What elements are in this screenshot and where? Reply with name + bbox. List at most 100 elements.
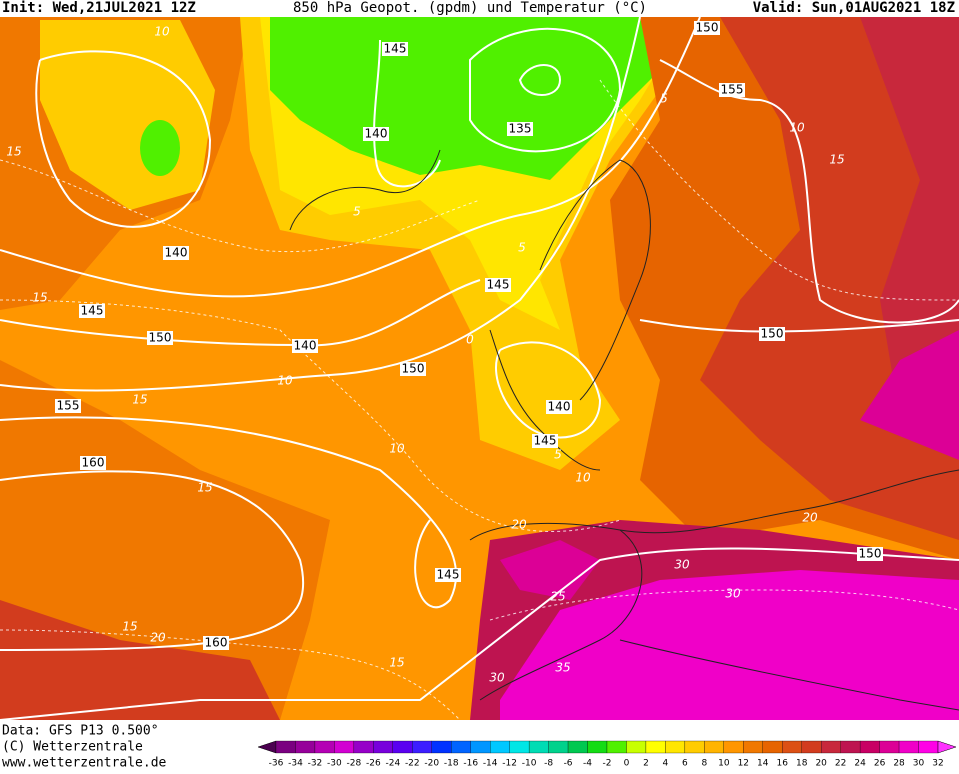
temperature-label: 10 xyxy=(789,121,805,135)
colorbar-tick-label: -24 xyxy=(385,759,400,769)
colorbar-tick-label: -8 xyxy=(544,759,553,769)
colorbar-tick-label: 6 xyxy=(682,759,688,769)
region xyxy=(500,570,959,720)
colorbar-swatch xyxy=(821,740,841,754)
colorbar-tick-label: -36 xyxy=(269,759,284,769)
colorbar-swatch xyxy=(334,740,355,754)
temperature-label: 15 xyxy=(32,291,47,305)
temperature-label: 5 xyxy=(554,448,562,462)
label-box xyxy=(147,331,173,345)
colorbar-swatch xyxy=(470,740,491,754)
colorbar-swatch xyxy=(373,740,393,754)
colorbar-tick-label: -34 xyxy=(288,759,303,769)
geopotential-label: 155 xyxy=(721,83,744,97)
temperature-label: 20 xyxy=(511,518,527,532)
website: www.wetterzentrale.de xyxy=(2,756,167,771)
colorbar-tick-label: 4 xyxy=(663,759,669,769)
colorbar-swatch xyxy=(606,740,627,754)
colorbar-tick-label: 26 xyxy=(874,759,886,769)
temperature-label: 30 xyxy=(489,671,505,685)
init-time: Init: Wed,21JUL2021 12Z xyxy=(2,0,196,16)
colorbar-tick-label: -20 xyxy=(424,759,439,769)
colorbar-tick-label: -30 xyxy=(327,759,342,769)
colorbar-tick-label: 22 xyxy=(835,759,846,769)
temperature-label: 30 xyxy=(674,558,690,572)
colorbar-swatch xyxy=(528,740,549,754)
colorbar-swatch xyxy=(431,740,452,754)
copyright: (C) Wetterzentrale xyxy=(2,740,143,755)
colorbar-tick-label: 16 xyxy=(777,759,789,769)
temperature-label: 35 xyxy=(555,661,570,675)
temperature-label: 20 xyxy=(802,511,818,525)
colorbar-tick-label: -26 xyxy=(366,759,381,769)
geopotential-label: 150 xyxy=(149,331,172,345)
geopotential-label: 160 xyxy=(82,456,105,470)
colorbar-swatch xyxy=(451,740,471,754)
colorbar-tick-label: -10 xyxy=(522,759,537,769)
geopotential-label: 145 xyxy=(437,568,460,582)
label-box xyxy=(363,127,389,141)
temperature-contours xyxy=(0,79,959,721)
colorbar-tick-label: -16 xyxy=(463,759,478,769)
map-title: 850 hPa Geopot. (gpdm) und Temperatur (°… xyxy=(293,0,647,16)
temperature-label: 10 xyxy=(575,471,591,485)
label-box xyxy=(435,568,461,582)
temperature-label: 15 xyxy=(132,393,147,407)
temperature-label: 25 xyxy=(550,590,565,604)
colorbar-swatch xyxy=(665,740,686,754)
colorbar-swatch xyxy=(567,740,588,754)
colorbar-swatch xyxy=(918,740,939,754)
colorbar-swatch xyxy=(490,740,510,754)
colorbar-tick-label: 0 xyxy=(624,759,630,769)
colorbar-swatch xyxy=(587,740,608,754)
colorbar-swatch xyxy=(645,740,666,754)
colorbar-swatch xyxy=(548,740,569,754)
label-box xyxy=(382,42,408,56)
geopotential-label: 140 xyxy=(548,400,571,414)
colorbar-swatch xyxy=(704,740,724,754)
colorbar-tick-label: -6 xyxy=(564,759,573,769)
geopotential-label: 145 xyxy=(81,304,104,318)
colorbar-swatch xyxy=(684,740,705,754)
temperature-label: 15 xyxy=(122,620,137,634)
geopotential-label: 140 xyxy=(165,246,188,260)
colorbar-tick-label: -22 xyxy=(405,759,420,769)
colorbar-tick-label: 8 xyxy=(701,759,707,769)
label-box xyxy=(79,304,105,318)
colorbar-swatch xyxy=(898,740,919,754)
label-box xyxy=(163,246,189,260)
colorbar-tick-label: -14 xyxy=(483,759,498,769)
colorbar-tick-label: 14 xyxy=(757,759,769,769)
colorbar-swatch xyxy=(743,740,763,754)
temperature-label: 15 xyxy=(197,481,212,495)
colorbar-tick-label: -32 xyxy=(308,759,323,769)
geopotential-contours xyxy=(0,16,959,721)
temperature-label: 15 xyxy=(6,145,21,159)
geopotential-label: 145 xyxy=(534,434,557,448)
colorbar-tick-label: 24 xyxy=(854,759,866,769)
geopotential-label: 150 xyxy=(761,327,784,341)
label-box xyxy=(694,21,720,35)
colorbar-tick-label: 12 xyxy=(738,759,749,769)
colorbar-swatch xyxy=(840,740,861,754)
colorbar-tick-label: -12 xyxy=(502,759,517,769)
data-source: Data: GFS P13 0.500° xyxy=(2,724,159,739)
colorbar-tick-label: 18 xyxy=(796,759,808,769)
geopotential-label: 145 xyxy=(487,278,510,292)
region xyxy=(0,600,280,720)
colorbar-tick-label: -18 xyxy=(444,759,459,769)
colorbar-swatch xyxy=(509,740,530,754)
temperature-label: 10 xyxy=(389,442,405,456)
colorbar-swatch xyxy=(314,740,335,754)
header-bar xyxy=(0,0,959,17)
temperature-label: 5 xyxy=(518,241,526,255)
geopotential-label: 145 xyxy=(384,42,407,56)
label-box xyxy=(80,456,106,470)
colorbar-swatch xyxy=(782,740,802,754)
colorbar-swatch xyxy=(879,740,900,754)
colorbar-tick-label: 10 xyxy=(718,759,730,769)
colorbar-swatch xyxy=(295,740,316,754)
